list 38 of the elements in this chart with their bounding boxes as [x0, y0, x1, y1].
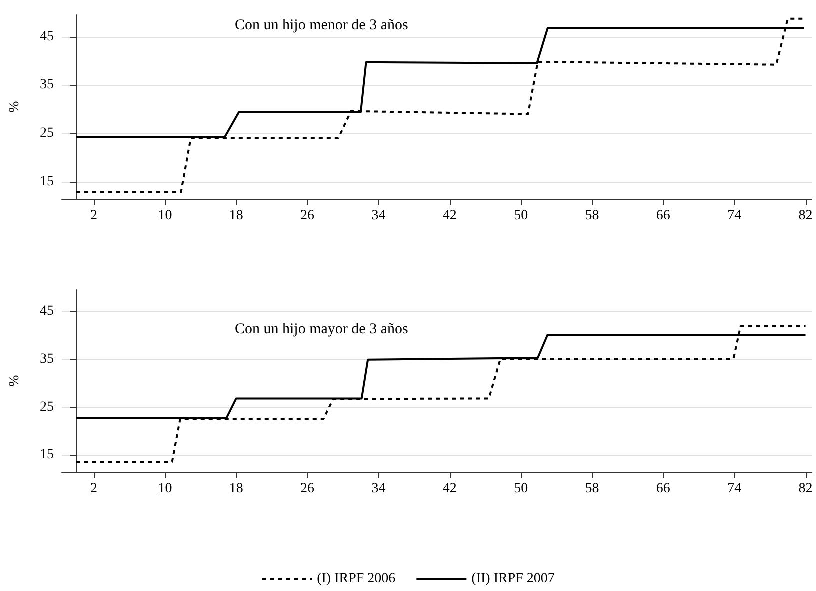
x-tick-label: 2	[90, 208, 98, 224]
y-tick-label: 45	[40, 29, 54, 44]
x-tick-label: 34	[372, 482, 386, 496]
x-tick-label: 58	[585, 208, 600, 224]
chart-title: Con un hijo menor de 3 años	[235, 18, 408, 34]
y-tick-label: 15	[40, 174, 54, 190]
y-tick-label: 35	[40, 78, 54, 93]
y-axis-title: %	[8, 100, 22, 113]
x-tick-label: 42	[442, 482, 457, 496]
x-tick-label: 50	[514, 482, 528, 496]
x-tick-label: 74	[728, 208, 742, 224]
x-tick-label: 82	[798, 482, 813, 496]
y-tick-label: 35	[40, 352, 54, 367]
x-tick-label: 50	[514, 208, 528, 224]
text: Con un hijo mayor de 3 años	[235, 322, 408, 338]
legend-label: (I) IRPF 2006	[317, 572, 396, 586]
x-tick-label: 34	[372, 208, 386, 224]
x-tick-label: 26	[300, 482, 315, 496]
y-tick-label: 25	[40, 126, 54, 142]
x-tick-label: 2	[90, 482, 98, 496]
x-tick-label: 10	[158, 208, 172, 224]
x-tick-label: 58	[585, 482, 600, 496]
line-series	[75, 18, 805, 194]
x-tick-label: 82	[798, 208, 813, 224]
x-tick-label: 10	[158, 482, 172, 496]
legend-label: (II) IRPF 2007	[472, 572, 555, 586]
y-axis-title: %	[8, 374, 22, 387]
x-tick-label: 74	[728, 482, 742, 496]
x-tick-label: 66	[656, 482, 670, 496]
line-series	[75, 325, 807, 463]
x-tick-label: 26	[300, 208, 315, 224]
y-tick-label: 45	[40, 304, 54, 320]
x-tick-label: 42	[442, 208, 457, 224]
x-tick-label: 18	[229, 482, 244, 496]
y-tick-label: 25	[40, 400, 54, 415]
y-tick-label: 15	[40, 448, 54, 463]
x-tick-label: 18	[229, 208, 244, 224]
x-tick-label: 66	[656, 208, 670, 224]
